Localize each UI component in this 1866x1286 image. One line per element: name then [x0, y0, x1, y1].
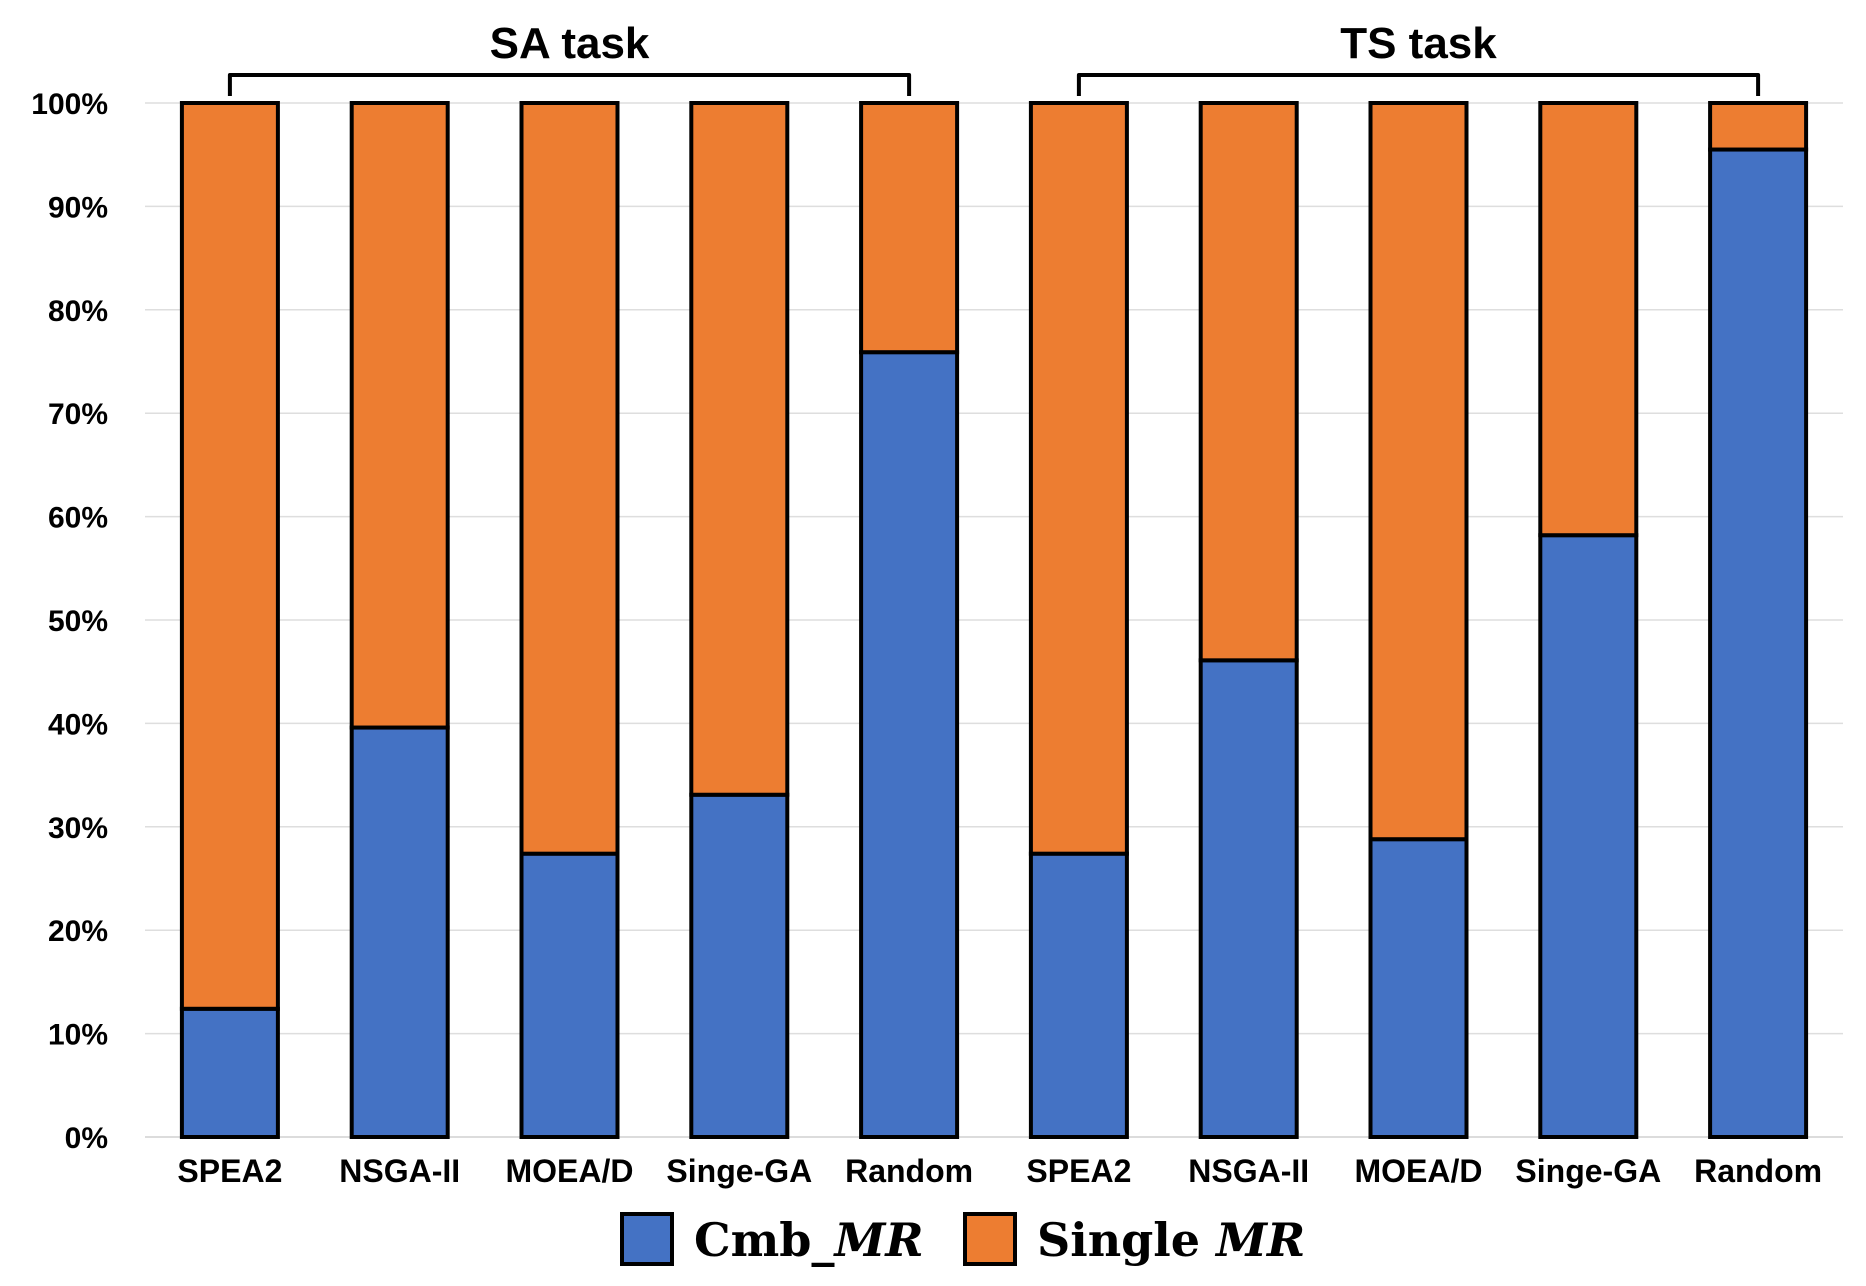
bar-segment-cmb-mr	[1028, 851, 1129, 1140]
bar-segment-single-mr	[179, 101, 280, 1011]
bar-segment-single-mr	[1708, 101, 1809, 152]
group-label: SA task	[490, 19, 650, 68]
x-category-label: MOEA/D	[506, 1153, 634, 1189]
x-category-label: Singe-GA	[1515, 1153, 1661, 1189]
bar-segment-cmb-mr	[179, 1006, 280, 1139]
y-tick-label: 40%	[48, 708, 108, 741]
bar-segment-single-mr	[1538, 101, 1639, 538]
bar-segment-cmb-mr	[519, 851, 620, 1140]
bars	[179, 101, 1809, 1140]
bar-segment-cmb-mr	[1538, 533, 1639, 1139]
x-category-label: NSGA-II	[339, 1153, 460, 1189]
x-category-label: Singe-GA	[666, 1153, 812, 1189]
legend: Cmb_MR Single MR	[620, 1212, 1305, 1267]
bar-segment-single-mr	[1198, 101, 1299, 663]
x-category-label: Random	[1694, 1153, 1822, 1189]
bar-segment-cmb-mr	[689, 792, 790, 1139]
group-label: TS task	[1340, 19, 1497, 68]
y-axis-tick-labels: 0% 10% 20% 30% 40% 50% 60% 70% 80% 90% 100%	[31, 88, 108, 1155]
legend-label-single-mr: Single MR	[1037, 1213, 1305, 1267]
y-tick-label: 90%	[48, 191, 108, 224]
bar-segment-single-mr	[519, 101, 620, 856]
y-tick-label: 0%	[65, 1122, 108, 1155]
group-bracket	[227, 73, 912, 96]
y-tick-label: 10%	[48, 1019, 108, 1052]
bar-segment-single-mr	[1368, 101, 1469, 842]
bar-segment-cmb-mr	[349, 725, 450, 1139]
x-category-label: MOEA/D	[1355, 1153, 1483, 1189]
bar-segment-cmb-mr	[1708, 147, 1809, 1139]
legend-label-cmb-mr: Cmb_MR	[694, 1213, 924, 1267]
y-tick-label: 60%	[48, 502, 108, 535]
bar-segment-single-mr	[349, 101, 450, 730]
legend-swatch-cmb-mr	[620, 1212, 674, 1266]
x-axis-category-labels: SPEA2 NSGA-II MOEA/D Singe-GA Random SPEA2 NSG…	[177, 1153, 1822, 1189]
bar-segment-cmb-mr	[859, 350, 960, 1140]
x-category-label: Random	[845, 1153, 973, 1189]
group-bracket	[1076, 73, 1761, 96]
x-category-label: SPEA2	[177, 1153, 282, 1189]
legend-swatch-single-mr	[963, 1212, 1017, 1266]
group-brackets: SA task TS task	[227, 19, 1761, 96]
bar-segment-single-mr	[1028, 101, 1129, 856]
y-tick-label: 20%	[48, 915, 108, 948]
y-tick-label: 70%	[48, 398, 108, 431]
bar-segment-single-mr	[689, 101, 790, 797]
x-category-label: NSGA-II	[1188, 1153, 1309, 1189]
bar-segment-cmb-mr	[1198, 658, 1299, 1139]
y-tick-label: 100%	[31, 88, 108, 121]
bar-segment-cmb-mr	[1368, 837, 1469, 1139]
y-tick-label: 30%	[48, 812, 108, 845]
bar-segment-single-mr	[859, 101, 960, 355]
y-tick-label: 50%	[48, 605, 108, 638]
y-tick-label: 80%	[48, 295, 108, 328]
x-category-label: SPEA2	[1026, 1153, 1131, 1189]
